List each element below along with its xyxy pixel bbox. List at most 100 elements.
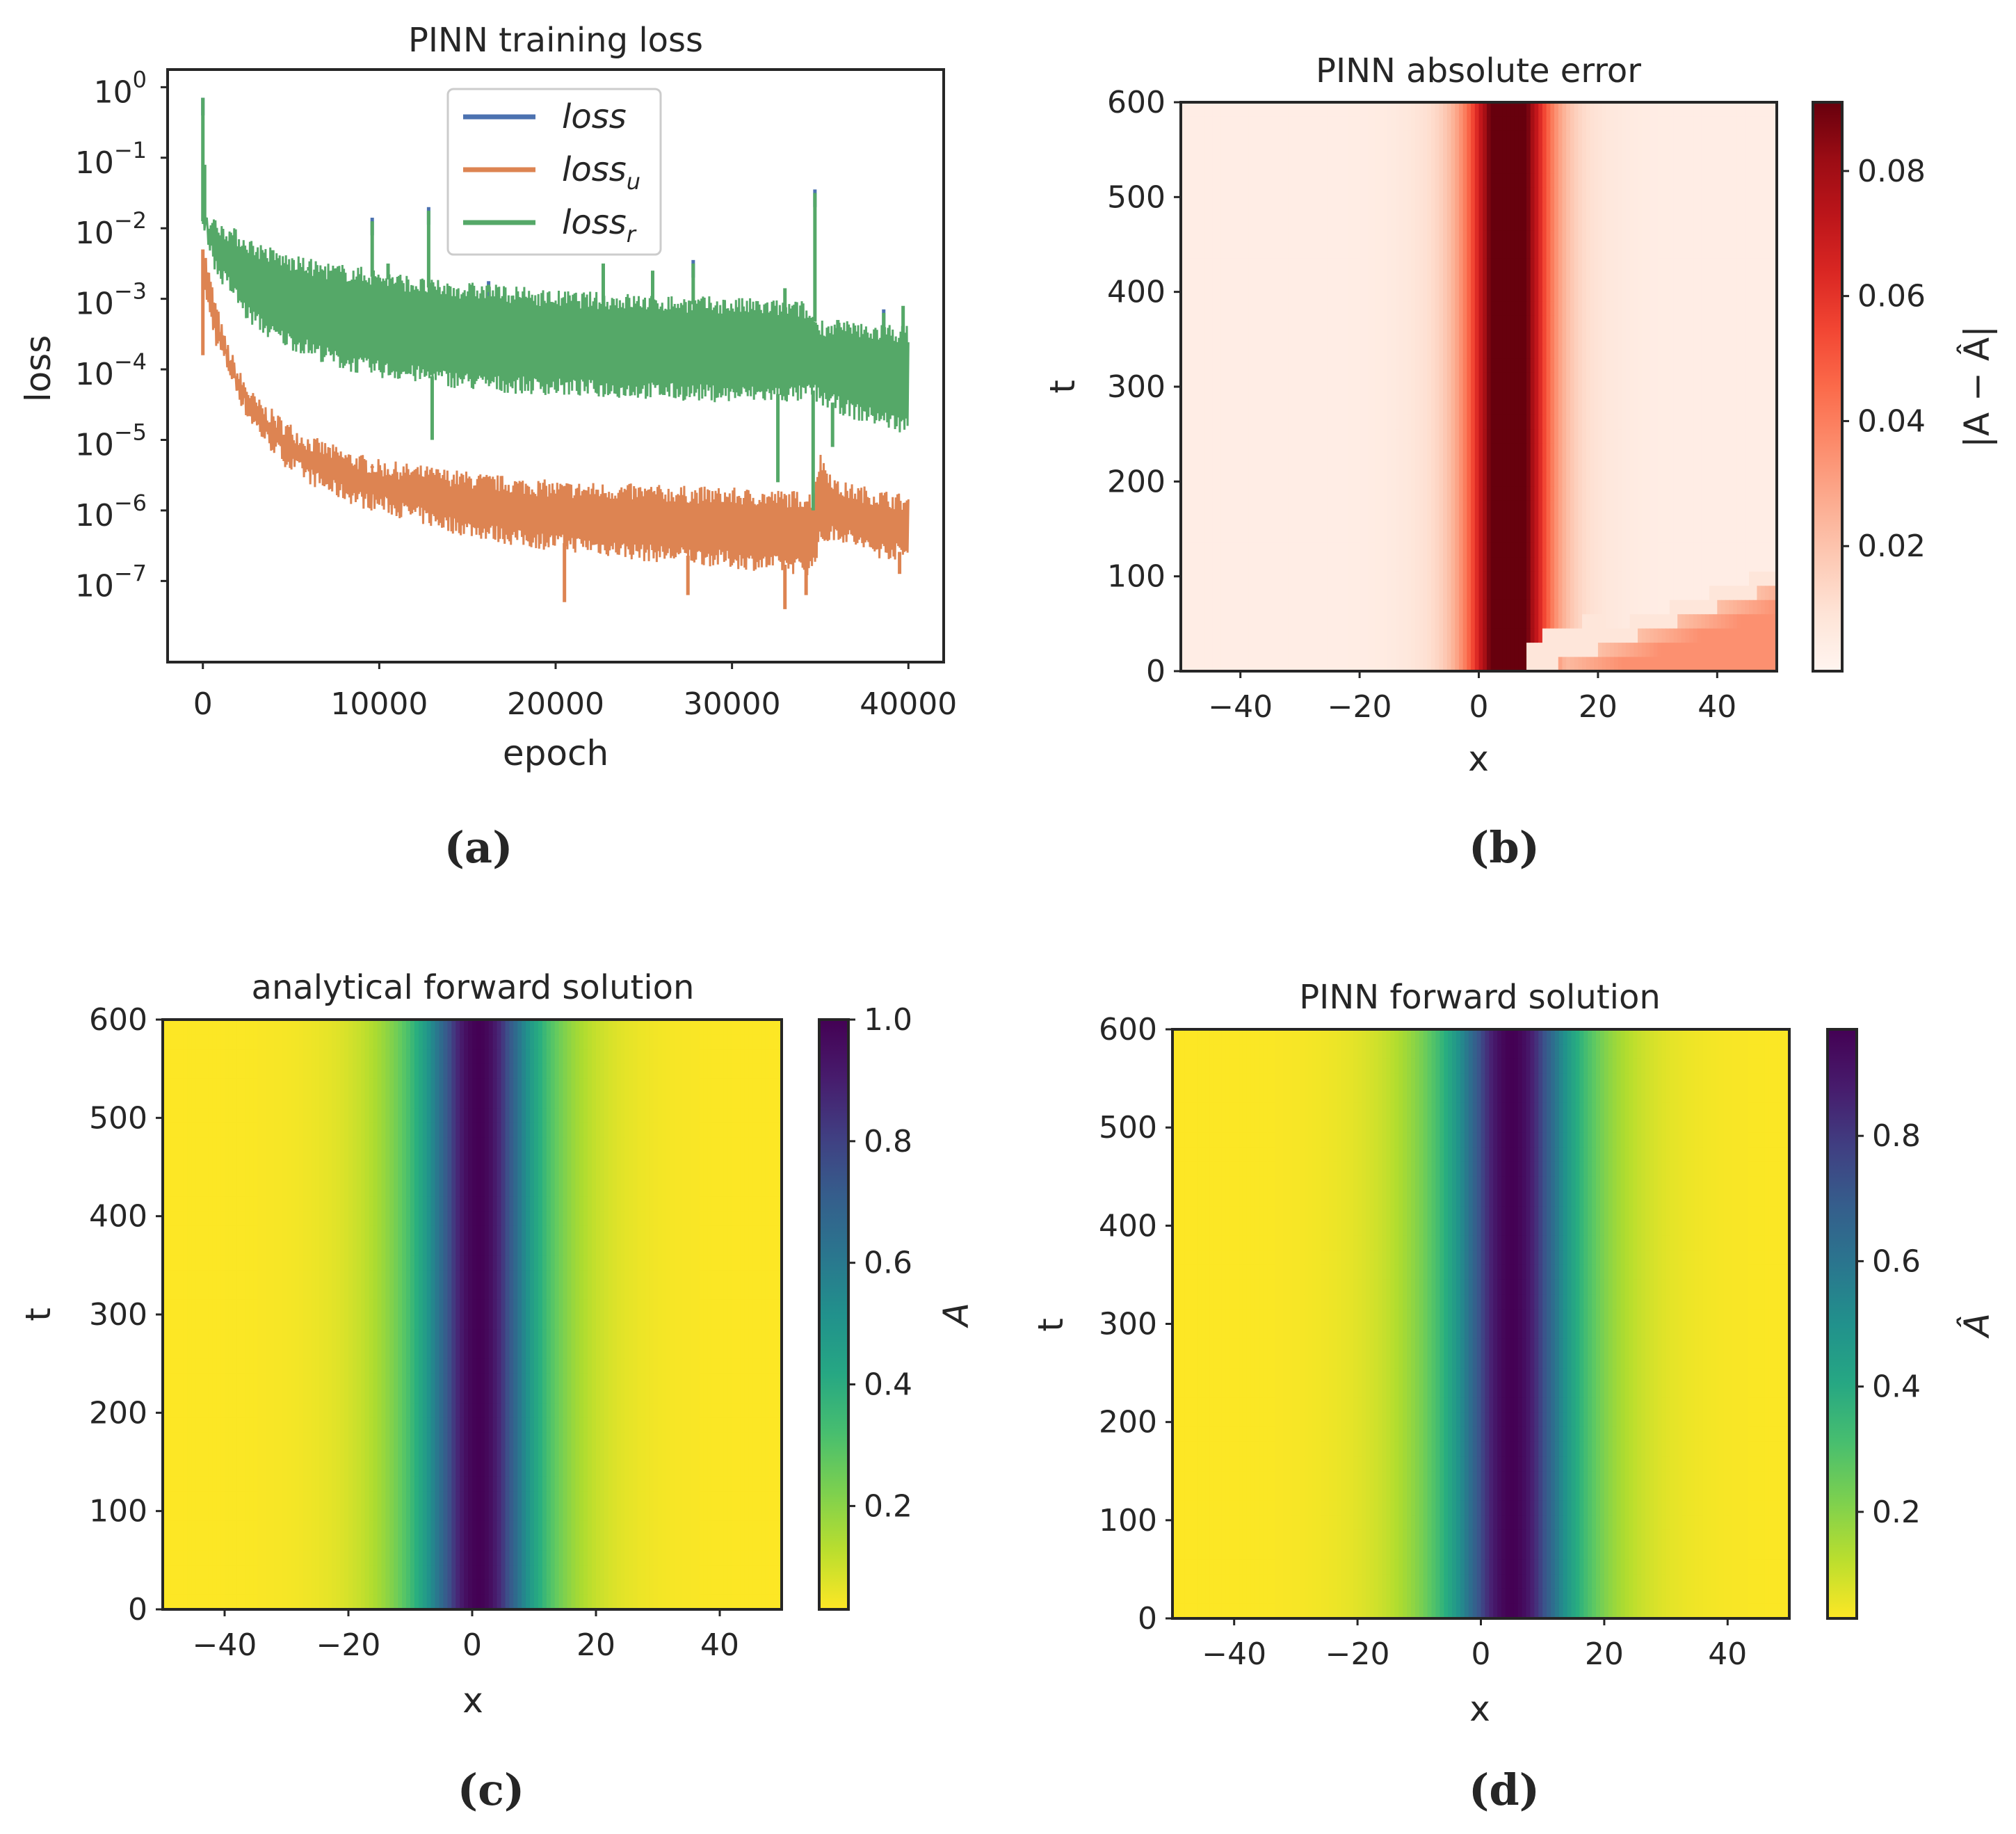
heatmap-cell xyxy=(1272,557,1277,572)
heatmap-cell xyxy=(1474,159,1480,175)
heatmap-cell xyxy=(1260,542,1265,558)
heatmap-cell xyxy=(1578,159,1583,175)
heatmap-cell xyxy=(1725,273,1730,288)
heatmap-cell xyxy=(1773,145,1777,160)
heatmap-cell xyxy=(1220,529,1225,544)
heatmap-cell xyxy=(1184,415,1190,431)
heatmap-cell xyxy=(1193,529,1197,544)
heatmap-cell xyxy=(1216,330,1221,345)
x-tick-label: 30000 xyxy=(684,686,781,722)
heatmap-cell xyxy=(1435,145,1440,160)
heatmap-cell xyxy=(1705,458,1710,473)
heatmap-cell xyxy=(1188,401,1193,416)
heatmap-cell xyxy=(1462,287,1468,303)
heatmap-cell xyxy=(1594,372,1599,387)
heatmap-cell xyxy=(1403,344,1408,359)
heatmap-cell xyxy=(1629,315,1635,330)
heatmap-cell xyxy=(1629,216,1635,231)
heatmap-cell xyxy=(1673,458,1678,473)
heatmap-cell xyxy=(1613,159,1619,175)
heatmap-cell xyxy=(1351,472,1357,487)
heatmap-cell xyxy=(1193,173,1197,188)
heatmap-cell xyxy=(1399,486,1404,501)
heatmap-cell xyxy=(1276,542,1281,558)
heatmap-cell xyxy=(1335,443,1341,459)
heatmap-cell xyxy=(1518,230,1524,246)
heatmap-cell xyxy=(1677,173,1682,188)
heatmap-cell xyxy=(1446,287,1452,303)
heatmap-cell xyxy=(1510,244,1515,259)
heatmap-cell xyxy=(1220,145,1225,160)
heatmap-cell xyxy=(1514,315,1519,330)
heatmap-cell xyxy=(1347,187,1353,202)
heatmap-cell xyxy=(1586,387,1591,402)
heatmap-cell xyxy=(1435,443,1440,459)
heatmap-cell xyxy=(1510,230,1515,246)
heatmap-cell xyxy=(1411,287,1416,303)
heatmap-cell xyxy=(1749,202,1754,217)
heatmap-cell xyxy=(1745,216,1750,231)
heatmap-cell xyxy=(1522,443,1527,459)
heatmap-cell xyxy=(1196,372,1202,387)
heatmap-cell xyxy=(1439,372,1444,387)
heatmap-cell xyxy=(1387,116,1392,131)
heatmap-cell xyxy=(1538,542,1543,558)
y-tick-label: 10−4 xyxy=(75,348,147,392)
heatmap-cell xyxy=(1618,216,1622,231)
heatmap-cell xyxy=(1638,202,1643,217)
heatmap-cell xyxy=(1474,273,1480,288)
heatmap-cell xyxy=(1328,557,1332,572)
heatmap-cell xyxy=(1252,344,1257,359)
heatmap-cell xyxy=(1462,515,1468,530)
heatmap-cell xyxy=(1212,344,1218,359)
heatmap-cell xyxy=(1430,116,1436,131)
chart-title: PINN training loss xyxy=(408,21,703,60)
heatmap-cell xyxy=(1725,202,1730,217)
heatmap-cell xyxy=(1502,244,1508,259)
heatmap-cell xyxy=(1367,515,1373,530)
heatmap-cell xyxy=(1184,330,1190,345)
heatmap-cell xyxy=(1721,387,1726,402)
heatmap-cell xyxy=(1574,116,1579,131)
heatmap-cell xyxy=(1264,401,1269,416)
heatmap-cell xyxy=(1181,287,1186,303)
heatmap-cell xyxy=(1462,116,1468,131)
heatmap-cell xyxy=(1661,116,1666,131)
heatmap-cell xyxy=(1474,301,1480,316)
heatmap-cell xyxy=(1240,415,1245,431)
heatmap-cell xyxy=(1415,472,1420,487)
series-line-loss-u xyxy=(202,257,910,576)
heatmap-cell xyxy=(1260,230,1265,246)
heatmap-cell xyxy=(1196,244,1202,259)
heatmap-cell xyxy=(1650,330,1654,345)
heatmap-cell xyxy=(1550,173,1555,188)
heatmap-cell xyxy=(1550,472,1555,487)
heatmap-cell xyxy=(1280,358,1285,373)
heatmap-cell xyxy=(1319,315,1325,330)
heatmap-cell xyxy=(1657,344,1663,359)
heatmap-cell xyxy=(1705,358,1710,373)
heatmap-cell xyxy=(1435,415,1440,431)
heatmap-cell xyxy=(1339,258,1345,274)
heatmap-cell xyxy=(1689,315,1694,330)
heatmap-cell xyxy=(1736,486,1742,501)
heatmap-cell xyxy=(1582,230,1587,246)
heatmap-cell xyxy=(1566,258,1571,274)
heatmap-cell xyxy=(1387,458,1392,473)
heatmap-cell xyxy=(1550,372,1555,387)
heatmap-cell xyxy=(1375,429,1380,444)
heatmap-cell xyxy=(1284,116,1289,131)
heatmap-cell xyxy=(1752,387,1758,402)
heatmap-cell xyxy=(1761,287,1766,303)
heatmap-cell xyxy=(1538,330,1543,345)
heatmap-cell xyxy=(1613,429,1619,444)
heatmap-cell xyxy=(1570,401,1575,416)
heatmap-cell xyxy=(1622,401,1627,416)
heatmap-cell xyxy=(1407,159,1412,175)
heatmap-cell xyxy=(1379,230,1385,246)
heatmap-cell xyxy=(1490,202,1496,217)
heatmap-cell xyxy=(1399,415,1404,431)
heatmap-cell xyxy=(1558,529,1563,544)
heatmap-cell xyxy=(1240,330,1245,345)
heatmap-cell xyxy=(1403,443,1408,459)
